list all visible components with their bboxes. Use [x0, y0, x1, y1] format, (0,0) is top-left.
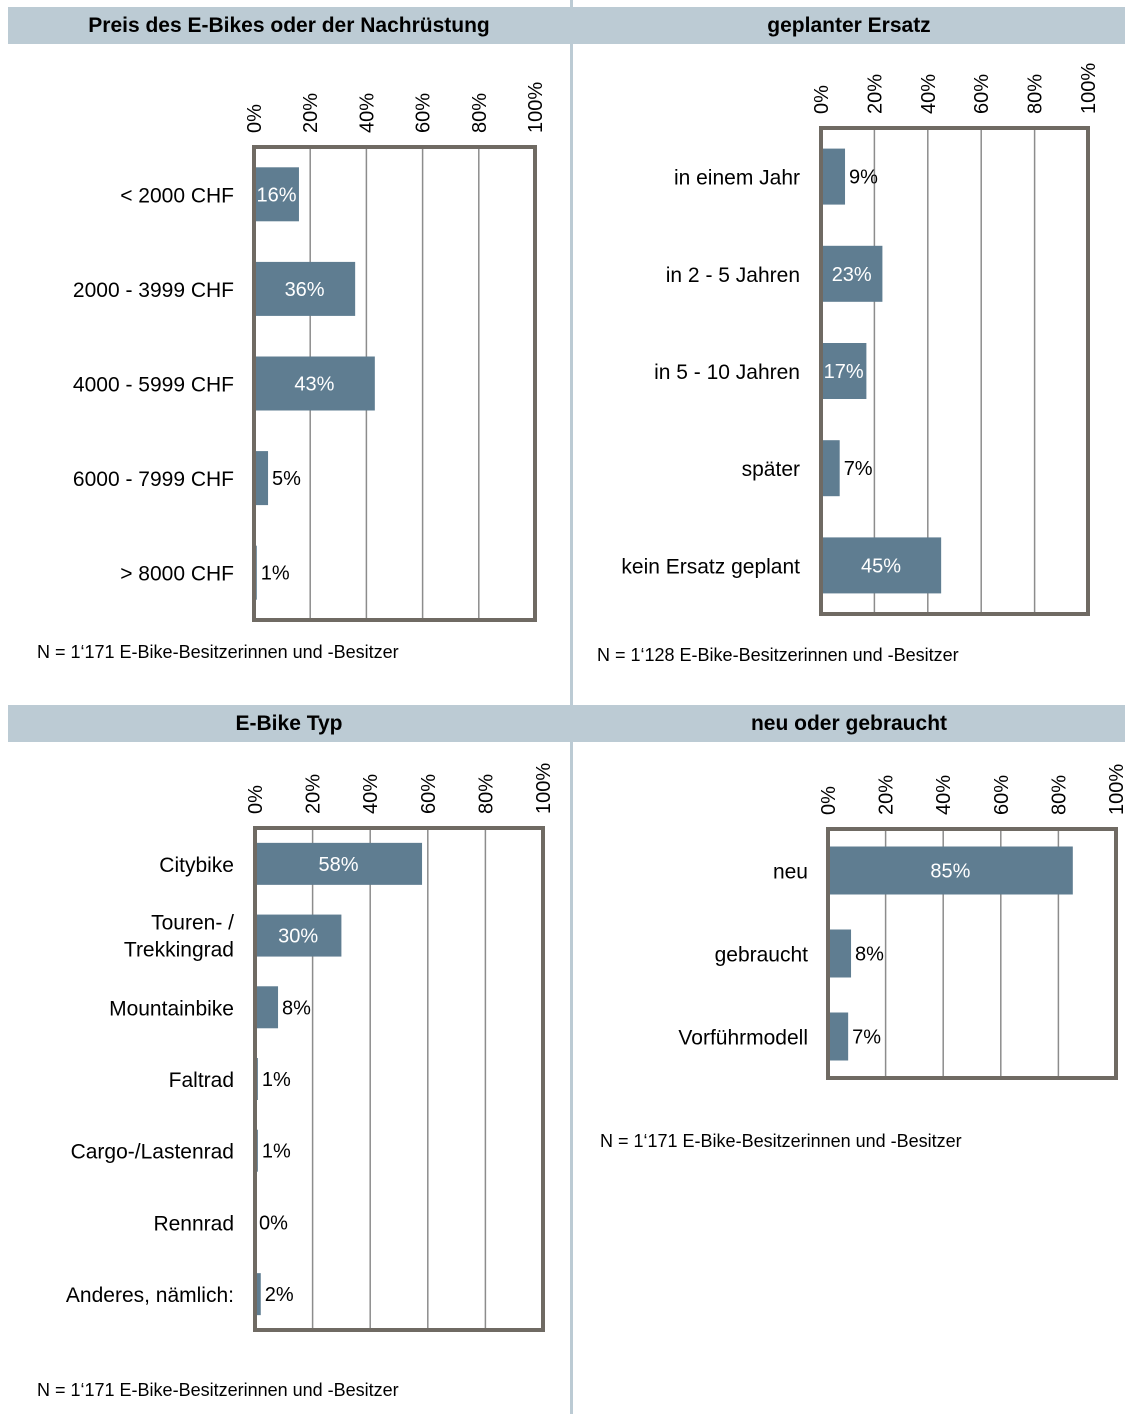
bar [254, 261, 356, 316]
tick-label: 0% [811, 85, 833, 114]
bar [821, 148, 846, 205]
tick-label: 100% [1106, 764, 1125, 815]
data-label: 2% [265, 1284, 294, 1306]
plot-frame [819, 126, 1090, 616]
plot-frame [826, 827, 1118, 1080]
note-replacement: N = 1‘128 E-Bike-Besitzerinnen und -Besi… [597, 645, 959, 665]
category-label: Cargo-/Lastenrad [71, 1141, 234, 1164]
data-label: 30% [278, 926, 318, 948]
data-label: 7% [844, 458, 873, 480]
category-label: 2000 - 3999 CHF [73, 279, 234, 302]
category-label: Citybike [159, 854, 234, 877]
data-label: 0% [259, 1212, 288, 1234]
data-label: 43% [294, 374, 334, 396]
bar [821, 343, 867, 399]
tick-label: 80% [469, 93, 491, 133]
tick-label: 80% [1025, 74, 1047, 114]
tick-label: 40% [918, 74, 940, 114]
category-label: gebraucht [715, 944, 809, 967]
tick-label: 60% [991, 775, 1013, 815]
data-label: 16% [256, 184, 296, 206]
category-label: in 2 - 5 Jahren [666, 264, 800, 287]
data-label: 36% [285, 279, 325, 301]
tick-label: 20% [303, 774, 325, 814]
plot-frame [253, 826, 545, 1332]
tick-label: 0% [818, 786, 840, 815]
data-label: 45% [861, 555, 901, 577]
data-label: 1% [262, 1069, 291, 1091]
note-type: N = 1‘171 E-Bike-Besitzerinnen und -Besi… [37, 1380, 399, 1400]
category-label: Mountainbike [109, 997, 234, 1020]
tick-label: 60% [418, 774, 440, 814]
tick-label: 40% [933, 775, 955, 815]
category-label: > 8000 CHF [120, 563, 234, 586]
plot-frame [252, 145, 537, 622]
bar [254, 356, 375, 411]
bar [821, 440, 840, 497]
tick-label: 80% [1048, 775, 1070, 815]
data-label: 1% [261, 563, 290, 585]
data-label: 9% [849, 167, 878, 189]
data-label: 17% [824, 361, 864, 383]
category-label: kein Ersatz geplant [621, 555, 800, 578]
data-label: 85% [930, 861, 970, 883]
data-label: 1% [262, 1141, 291, 1163]
category-label: Touren- / Trekkingrad [124, 912, 234, 962]
plot-area [255, 828, 543, 1330]
tick-label: 60% [413, 93, 435, 133]
category-label: < 2000 CHF [120, 184, 234, 207]
data-label: 8% [855, 944, 884, 966]
tick-label: 20% [864, 74, 886, 114]
bar [255, 1273, 261, 1316]
data-label: 58% [319, 854, 359, 876]
note-new-used: N = 1‘171 E-Bike-Besitzerinnen und -Besi… [600, 1131, 962, 1151]
tick-label: 100% [533, 763, 555, 814]
data-label: 5% [272, 468, 301, 490]
note-price: N = 1‘171 E-Bike-Besitzerinnen und -Besi… [37, 642, 399, 662]
bar [254, 451, 269, 506]
bar [255, 986, 279, 1029]
tick-label: 40% [360, 774, 382, 814]
category-label: Faltrad [169, 1069, 234, 1092]
category-label: 6000 - 7999 CHF [73, 468, 234, 491]
header-price: Preis des E-Bikes oder der Nachrüstung [8, 7, 570, 44]
bar [828, 1012, 849, 1061]
tick-label: 20% [300, 93, 322, 133]
tick-label: 100% [1078, 63, 1100, 114]
data-label: 7% [852, 1027, 881, 1049]
category-label: in 5 - 10 Jahren [654, 361, 800, 384]
vertical-divider [570, 0, 573, 1414]
category-label: Vorführmodell [678, 1027, 808, 1050]
category-label: später [742, 458, 800, 481]
bar [255, 842, 423, 885]
tick-label: 80% [475, 774, 497, 814]
bar [828, 846, 1073, 895]
data-label: 23% [832, 264, 872, 286]
category-label: Rennrad [153, 1212, 234, 1235]
data-label: 8% [282, 997, 311, 1019]
header-type: E-Bike Typ [8, 705, 570, 742]
bar [821, 245, 883, 302]
header-replacement: geplanter Ersatz [573, 7, 1125, 44]
bar [255, 914, 342, 957]
tick-label: 60% [971, 74, 993, 114]
header-new-used: neu oder gebraucht [573, 705, 1125, 742]
bar [821, 537, 942, 594]
tick-label: 0% [245, 785, 267, 814]
category-label: neu [773, 861, 808, 884]
bar [254, 167, 299, 222]
tick-label: 100% [525, 82, 547, 133]
tick-label: 40% [356, 93, 378, 133]
bar [828, 929, 852, 978]
category-label: in einem Jahr [674, 167, 800, 190]
category-label: Anderes, nämlich: [66, 1284, 234, 1307]
tick-label: 0% [244, 104, 266, 133]
category-label: 4000 - 5999 CHF [73, 374, 234, 397]
tick-label: 20% [876, 775, 898, 815]
